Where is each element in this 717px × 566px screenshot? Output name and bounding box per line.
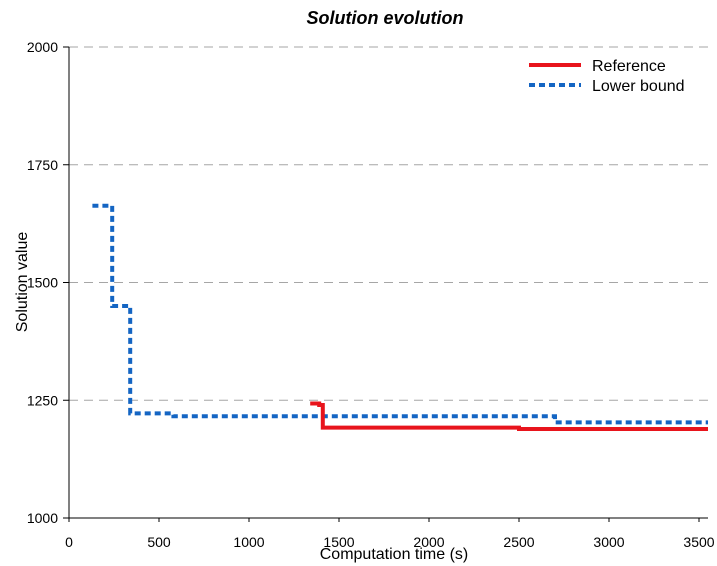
x-tick-label: 3000: [593, 534, 624, 550]
series-reference: [310, 401, 708, 431]
y-tick-label: 2000: [27, 39, 58, 55]
grid: [69, 46, 708, 401]
x-tick-label: 2500: [503, 534, 534, 550]
x-tick-labels: 0 500 1000 1500 2000 2500 3000 3500: [65, 534, 715, 550]
y-tick-labels: 1000 1250 1500 1750 2000: [27, 39, 58, 526]
chart-title: Solution evolution: [307, 8, 464, 28]
legend: Reference Lower bound: [529, 58, 685, 95]
x-tick-label: 0: [65, 534, 73, 550]
series-layer: [92, 203, 708, 431]
y-tick-label: 1250: [27, 392, 58, 408]
legend-label: Lower bound: [592, 78, 685, 95]
x-tick-label: 3500: [683, 534, 714, 550]
x-tick-label: 2000: [413, 534, 444, 550]
y-tick-label: 1000: [27, 510, 58, 526]
x-tick-label: 1500: [323, 534, 354, 550]
axes: [63, 46, 708, 522]
x-tick-label: 1000: [233, 534, 264, 550]
x-axis-title: Computation time (s): [320, 546, 469, 563]
y-axis-title: Solution value: [14, 232, 31, 333]
x-tick-label: 500: [147, 534, 171, 550]
y-tick-label: 1750: [27, 157, 58, 173]
y-tick-label: 1500: [27, 275, 58, 291]
series-lower-bound: [92, 203, 708, 425]
legend-label: Reference: [592, 58, 666, 75]
